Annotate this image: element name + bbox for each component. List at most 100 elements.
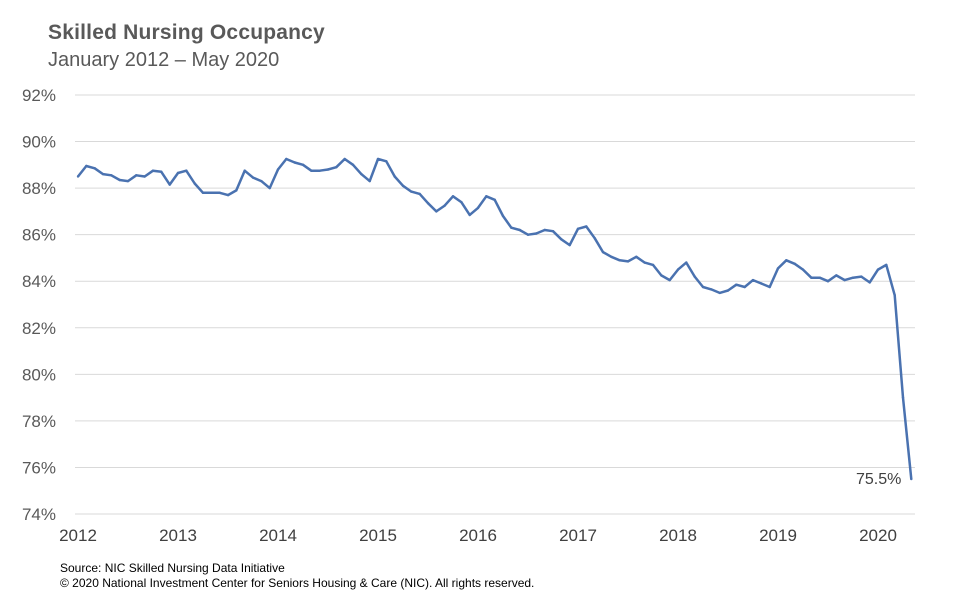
data-point [393,175,396,178]
y-tick-label: 88% [22,179,56,198]
data-point [818,276,821,279]
x-tick-label: 2018 [659,526,697,545]
data-point [101,172,105,176]
x-tick-label: 2017 [559,526,597,545]
data-point [235,189,238,192]
y-tick-label: 82% [22,319,56,338]
data-point [760,282,763,285]
data-point [826,280,830,283]
data-point [435,210,438,213]
data-point [418,192,421,196]
data-point [685,261,688,264]
y-tick-label: 92% [22,86,56,105]
data-point [301,163,305,166]
x-tick-label: 2016 [459,526,497,545]
data-point [618,259,621,262]
x-axis-tick-labels: 2012 2013 2014 2015 2016 2017 2018 2019 2020 [59,526,897,545]
x-tick-label: 2013 [159,526,197,545]
data-point [143,175,146,178]
data-point [526,233,530,236]
data-point [76,175,80,178]
data-point [168,183,171,186]
data-point [335,166,338,169]
data-point [251,176,255,179]
chart-subtitle: January 2012 – May 2020 [48,49,280,71]
series-layer [76,157,913,481]
data-point [310,169,313,172]
data-point [510,226,513,229]
data-point [343,157,346,161]
chart-title: Skilled Nursing Occupancy [48,21,325,44]
data-point [243,169,246,172]
data-point [276,168,280,171]
data-point [626,260,630,263]
data-point [693,275,696,278]
data-point [876,268,880,271]
y-tick-label: 80% [22,365,56,384]
data-point [201,191,205,194]
data-point [410,190,413,193]
data-point [785,259,788,262]
data-point [93,167,96,170]
data-point [85,164,88,168]
data-point [601,250,605,254]
data-point [518,228,521,232]
data-point [701,285,705,289]
data-point [635,255,638,258]
data-point [651,263,655,267]
y-tick-label: 86% [22,226,56,245]
data-point [801,268,805,271]
data-point [676,268,680,271]
data-point [568,243,571,247]
data-point [910,477,913,481]
data-point [426,202,430,205]
data-point [535,232,538,235]
data-point [293,161,296,164]
x-tick-label: 2020 [859,526,897,545]
data-point [768,285,771,289]
data-point [726,289,730,292]
data-labels: 75.5% [856,471,901,488]
data-point [576,227,580,230]
y-tick-label: 90% [22,133,56,152]
data-point [218,191,221,194]
data-point [176,171,180,175]
data-point [385,160,388,163]
data-point [468,213,471,217]
data-point [368,179,371,183]
data-point [843,278,846,282]
data-point [660,274,663,277]
x-tick-label: 2014 [259,526,297,545]
data-point [260,179,263,183]
x-tick-label: 2015 [359,526,397,545]
y-tick-label: 78% [22,412,56,431]
data-point [185,169,188,172]
data-point [376,157,380,161]
x-tick-label: 2012 [59,526,97,545]
data-point [560,238,563,241]
data-point [485,195,488,198]
data-point [593,237,596,240]
data-point [776,267,780,270]
data-point [585,225,588,228]
data-point [285,157,288,161]
data-point [793,262,796,265]
data-point [668,278,671,282]
data-point [351,163,355,166]
data-point [226,193,230,197]
data-point [835,274,838,277]
data-point [493,198,496,201]
data-point [718,291,721,295]
data-point [401,184,405,187]
y-tick-label: 84% [22,272,56,291]
data-point [460,200,463,204]
data-point [735,283,738,286]
data-point [885,263,888,267]
data-point [135,174,138,177]
data-point [743,285,746,289]
data-point [551,230,555,233]
data-point [118,178,121,182]
data-point [126,179,130,183]
data-point [326,168,330,171]
